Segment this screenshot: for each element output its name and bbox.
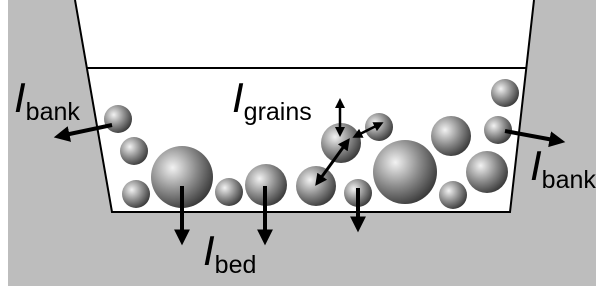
grain (104, 105, 132, 133)
label-subscript: grains (244, 98, 312, 126)
label-symbol: I (232, 74, 244, 121)
grain (439, 181, 467, 209)
label-symbol: I (14, 74, 26, 121)
grain (431, 116, 471, 156)
grain (122, 180, 150, 208)
label-subscript: bed (215, 251, 257, 279)
label-symbol: I (530, 142, 542, 189)
grain (215, 178, 243, 206)
grain (365, 113, 393, 141)
label-symbol: I (203, 227, 215, 274)
grain (491, 79, 519, 107)
diagram: Ibank Igrains Ibank Ibed (0, 0, 602, 291)
label-subscript: bank (26, 98, 81, 126)
grain (373, 140, 437, 204)
grain (296, 166, 336, 206)
label-subscript: bank (542, 166, 597, 194)
grain (120, 137, 148, 165)
grain (466, 151, 508, 193)
